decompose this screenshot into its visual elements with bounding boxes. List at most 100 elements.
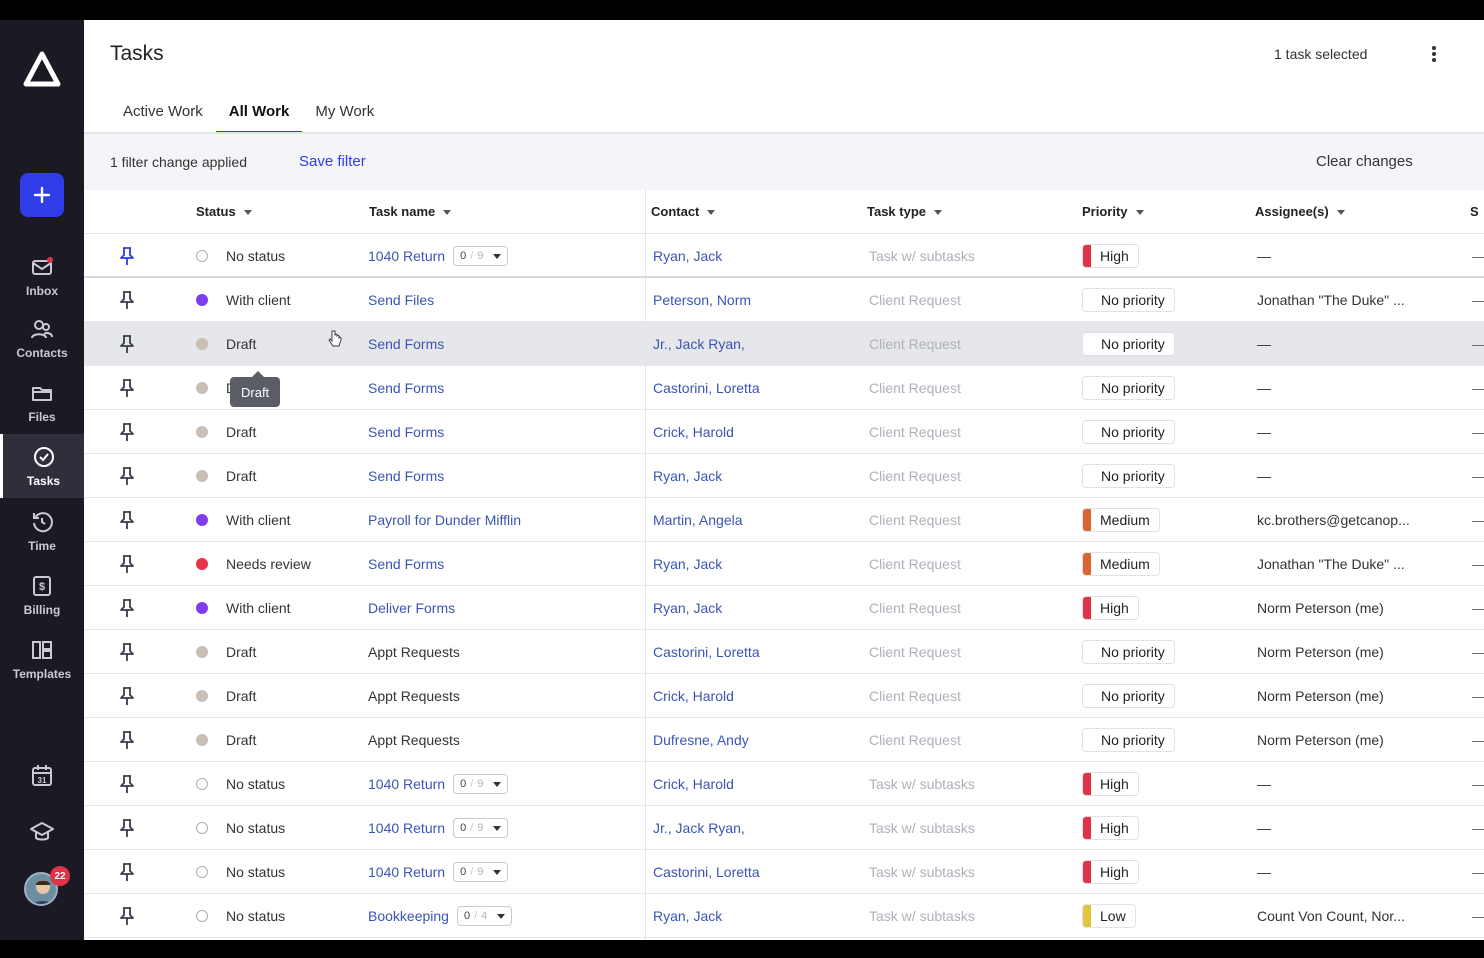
app-logo-icon[interactable]	[22, 50, 62, 90]
priority-badge[interactable]: Low	[1082, 904, 1136, 928]
priority-badge[interactable]: No priority	[1082, 332, 1175, 356]
assignee-label[interactable]: kc.brothers@getcanop...	[1257, 512, 1410, 528]
pin-icon[interactable]	[118, 454, 136, 498]
task-name-link[interactable]: Send Forms	[368, 454, 638, 498]
assignee-label[interactable]: Norm Peterson (me)	[1257, 732, 1384, 748]
pin-icon[interactable]	[118, 322, 136, 366]
pin-icon[interactable]	[118, 234, 136, 278]
status-label[interactable]: With client	[226, 292, 291, 308]
assignee-label[interactable]: —	[1257, 380, 1271, 396]
status-label[interactable]: No status	[226, 908, 286, 924]
column-header-assignees[interactable]: Assignee(s)	[1255, 204, 1345, 219]
sidebar-item-inbox[interactable]: Inbox	[0, 244, 84, 308]
pin-icon[interactable]	[118, 366, 136, 410]
table-row[interactable]: Draft Send Forms Crick, Harold Client Reque…	[84, 410, 1484, 454]
contact-link[interactable]: Crick, Harold	[653, 688, 734, 704]
status-label[interactable]: Draft	[226, 688, 257, 704]
pin-icon[interactable]	[118, 718, 136, 762]
sidebar-item-contacts[interactable]: Contacts	[0, 306, 84, 370]
table-row[interactable]: Draft Send Forms Ryan, Jack Client Request N…	[84, 454, 1484, 498]
table-row[interactable]: With client Payroll for Dunder Mifflin Mar…	[84, 498, 1484, 542]
more-options-icon[interactable]	[1426, 42, 1442, 66]
tab-active-work[interactable]: Active Work	[123, 103, 203, 120]
pin-icon[interactable]	[118, 586, 136, 630]
assignee-label[interactable]: Jonathan "The Duke" ...	[1257, 292, 1405, 308]
priority-badge[interactable]: High	[1082, 244, 1139, 268]
priority-badge[interactable]: High	[1082, 596, 1139, 620]
status-label[interactable]: No status	[226, 820, 286, 836]
column-header-extra[interactable]: S	[1470, 204, 1479, 219]
pin-icon[interactable]	[118, 674, 136, 718]
priority-badge[interactable]: High	[1082, 860, 1139, 884]
task-name-link[interactable]: Appt Requests	[368, 630, 638, 674]
pin-icon[interactable]	[118, 542, 136, 586]
priority-badge[interactable]: No priority	[1082, 376, 1175, 400]
contact-link[interactable]: Ryan, Jack	[653, 600, 723, 616]
status-label[interactable]: Needs review	[226, 556, 311, 572]
subtask-progress-dropdown[interactable]: 0/9	[453, 862, 509, 882]
task-name-link[interactable]: Send Forms	[368, 410, 638, 454]
priority-badge[interactable]: No priority	[1082, 288, 1175, 312]
contact-link[interactable]: Crick, Harold	[653, 776, 734, 792]
status-label[interactable]: Draft	[226, 336, 257, 352]
pin-icon[interactable]	[118, 630, 136, 674]
status-label[interactable]: Draft	[226, 732, 257, 748]
priority-badge[interactable]: No priority	[1082, 464, 1175, 488]
column-header-task-type[interactable]: Task type	[867, 204, 943, 219]
status-label[interactable]: Draft	[226, 468, 257, 484]
status-label[interactable]: No status	[226, 864, 286, 880]
table-row[interactable]: No status Bookkeeping 0/4 Ryan, Jack Task w/…	[84, 894, 1484, 938]
status-label[interactable]: No status	[226, 776, 286, 792]
task-name-link[interactable]: 1040 Return 0/9	[368, 850, 638, 894]
assignee-label[interactable]: Norm Peterson (me)	[1257, 688, 1384, 704]
task-name-link[interactable]: Send Forms	[368, 366, 638, 410]
assignee-label[interactable]: —	[1257, 468, 1271, 484]
table-row[interactable]: Draft Appt Requests Castorini, Loretta Clie…	[84, 630, 1484, 674]
sidebar-item-tasks[interactable]: Tasks	[0, 434, 84, 498]
priority-badge[interactable]: Medium	[1082, 552, 1160, 576]
column-header-contact[interactable]: Contact	[651, 204, 716, 219]
status-label[interactable]: With client	[226, 600, 291, 616]
contact-link[interactable]: Ryan, Jack	[653, 556, 723, 572]
contact-link[interactable]: Crick, Harold	[653, 424, 734, 440]
column-header-status[interactable]: Status	[196, 204, 252, 219]
table-row[interactable]: No status 1040 Return 0/9 Jr., Jack Ryan, Ta…	[84, 806, 1484, 850]
sidebar-item-files[interactable]: Files	[0, 370, 84, 434]
assignee-label[interactable]: —	[1257, 820, 1271, 836]
table-row[interactable]: With client Send Files Peterson, Norm Clien…	[84, 278, 1484, 322]
pin-icon[interactable]	[118, 278, 136, 322]
table-row[interactable]: Draft Appt Requests Dufresne, Andy Client R…	[84, 718, 1484, 762]
pin-icon[interactable]	[118, 498, 136, 542]
contact-link[interactable]: Jr., Jack Ryan,	[653, 336, 745, 352]
assignee-label[interactable]: Count Von Count, Nor...	[1257, 908, 1405, 924]
assignee-label[interactable]: Jonathan "The Duke" ...	[1257, 556, 1405, 572]
task-name-link[interactable]: Send Forms	[368, 542, 638, 586]
table-row[interactable]: No status 1040 Return 0/9 Castorini, Lorett…	[84, 850, 1484, 894]
subtask-progress-dropdown[interactable]: 0/9	[453, 246, 509, 266]
assignee-label[interactable]: —	[1257, 776, 1271, 792]
add-button[interactable]	[20, 173, 64, 217]
sidebar-item-time[interactable]: Time	[0, 499, 84, 563]
contact-link[interactable]: Martin, Angela	[653, 512, 743, 528]
table-row[interactable]: With client Deliver Forms Ryan, Jack Client…	[84, 586, 1484, 630]
task-name-link[interactable]: Send Forms	[368, 322, 638, 366]
graduation-cap-icon[interactable]	[28, 818, 56, 846]
assignee-label[interactable]: Norm Peterson (me)	[1257, 644, 1384, 660]
task-name-link[interactable]: Appt Requests	[368, 718, 638, 762]
assignee-label[interactable]: —	[1257, 424, 1271, 440]
calendar-icon[interactable]: 31	[28, 762, 56, 790]
user-avatar[interactable]	[24, 872, 58, 906]
sidebar-item-templates[interactable]: Templates	[0, 627, 84, 691]
column-header-task-name[interactable]: Task name	[369, 204, 452, 219]
task-name-link[interactable]: 1040 Return 0/9	[368, 806, 638, 850]
priority-badge[interactable]: High	[1082, 772, 1139, 796]
contact-link[interactable]: Castorini, Loretta	[653, 644, 760, 660]
task-name-link[interactable]: 1040 Return 0/9	[368, 762, 638, 806]
subtask-progress-dropdown[interactable]: 0/9	[453, 774, 509, 794]
assignee-label[interactable]: —	[1257, 336, 1271, 352]
assignee-label[interactable]: —	[1257, 248, 1271, 264]
priority-badge[interactable]: Medium	[1082, 508, 1160, 532]
task-name-link[interactable]: Deliver Forms	[368, 586, 638, 630]
pin-icon[interactable]	[118, 762, 136, 806]
tab-all-work[interactable]: All Work	[215, 100, 303, 134]
